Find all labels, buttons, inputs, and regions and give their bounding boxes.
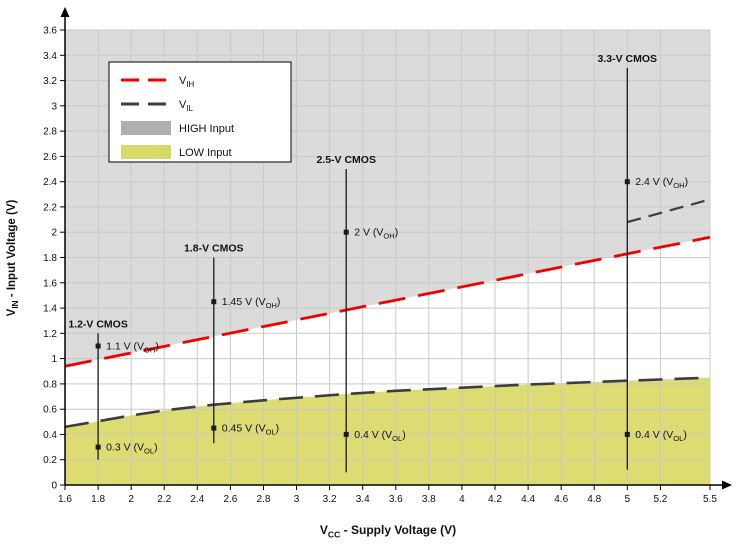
x-tick-label: 4.4 bbox=[521, 494, 535, 505]
vih-line bbox=[64, 235, 711, 368]
point-marker bbox=[624, 431, 630, 437]
y-tick-label: 2.8 bbox=[43, 127, 57, 138]
point-marker bbox=[343, 431, 349, 437]
vil-line bbox=[64, 376, 711, 429]
legend-item-high-input: HIGH Input bbox=[121, 121, 234, 135]
tick-marks bbox=[60, 29, 711, 490]
y-tick-label: 0.8 bbox=[43, 379, 57, 390]
threshold-lines bbox=[64, 198, 711, 429]
x-tick-label: 2.8 bbox=[257, 494, 271, 505]
x-tick-labels: 1.6 1.8 2 2.2 2.4 2.6 2.8 3 3.2 3.4 3.6 3.8 4 4.2 4.4 4… bbox=[58, 494, 717, 505]
x-tick-label: 2.6 bbox=[223, 494, 237, 505]
x-tick-label: 5 bbox=[625, 494, 631, 505]
x-tick-label: 2.2 bbox=[157, 494, 171, 505]
y-tick-label: 0.2 bbox=[43, 455, 57, 466]
point-label: 1.1 V (VOH) bbox=[106, 341, 159, 355]
x-tick-label: 4 bbox=[459, 494, 465, 505]
device-label: 3.3-V CMOS bbox=[598, 53, 658, 65]
x-tick-label: 1.8 bbox=[91, 494, 105, 505]
y-tick-label: 3.4 bbox=[43, 51, 57, 62]
x-tick-label: 4.8 bbox=[587, 494, 601, 505]
x-tick-label: 3.8 bbox=[422, 494, 436, 505]
x-tick-label: 5.2 bbox=[653, 494, 667, 505]
y-tick-label: 1.6 bbox=[43, 278, 57, 289]
point-marker bbox=[95, 444, 101, 450]
point-label: 0.4 V (VOL) bbox=[354, 429, 406, 443]
point-marker bbox=[95, 343, 101, 349]
y-tick-label: 0.4 bbox=[43, 430, 57, 441]
point-marker bbox=[624, 179, 630, 185]
y-tick-label: 3.6 bbox=[43, 26, 57, 37]
device-3-3-v-cmos: 3.3-V CMOS 2.4 V (VOH) 0.4 V (VOL) bbox=[598, 53, 688, 470]
device-annotations: 1.2-V CMOS 1.1 V (VOH) 0.3 V (VOL) 1.8-V CM… bbox=[68, 53, 688, 473]
x-tick-label: 2.4 bbox=[190, 494, 204, 505]
y-tick-label: 2 bbox=[51, 228, 57, 239]
y-tick-label: 1.8 bbox=[43, 253, 57, 264]
x-tick-label: 3.4 bbox=[356, 494, 370, 505]
point-label: 1.45 V (VOH) bbox=[222, 296, 281, 310]
point-marker bbox=[211, 425, 217, 431]
gridlines bbox=[65, 29, 711, 485]
y-tick-label: 3 bbox=[51, 101, 57, 112]
y-tick-label: 1 bbox=[51, 354, 57, 365]
y-tick-label: 0 bbox=[51, 481, 57, 492]
legend-item-low-input: LOW Input bbox=[121, 145, 232, 159]
x-tick-label: 4.6 bbox=[554, 494, 568, 505]
point-label: 2 V (VOH) bbox=[354, 227, 398, 241]
legend: VIH VIL HIGH Input LOW Input bbox=[108, 61, 292, 163]
legend-fill-swatch bbox=[121, 121, 171, 135]
device-2-5-v-cmos: 2.5-V CMOS 2 V (VOH) 0.4 V (VOL) bbox=[316, 154, 406, 473]
y-axis-title: VIN - Input Voltage (V) bbox=[6, 199, 20, 316]
device-1-2-v-cmos: 1.2-V CMOS 1.1 V (VOH) 0.3 V (VOL) bbox=[68, 318, 159, 460]
legend-label: VIL bbox=[179, 99, 194, 113]
point-marker bbox=[343, 229, 349, 235]
axes bbox=[64, 16, 724, 486]
x-tick-label: 3.2 bbox=[323, 494, 337, 505]
device-label: 2.5-V CMOS bbox=[316, 154, 376, 166]
y-tick-label: 2.2 bbox=[43, 202, 57, 213]
point-label: 0.45 V (VOL) bbox=[222, 423, 279, 437]
x-tick-label: 1.6 bbox=[58, 494, 72, 505]
device-label: 1.8-V CMOS bbox=[184, 243, 244, 255]
device-1-8-v-cmos: 1.8-V CMOS 1.45 V (VOH) 0.45 V (VOL) bbox=[184, 243, 280, 444]
y-axis-arrow bbox=[60, 7, 70, 17]
y-tick-label: 2.6 bbox=[43, 152, 57, 163]
x-tick-label: 5.5 bbox=[703, 494, 717, 505]
point-label: 0.4 V (VOL) bbox=[635, 429, 687, 443]
x-tick-label: 2 bbox=[128, 494, 134, 505]
device-label: 1.2-V CMOS bbox=[68, 318, 128, 330]
legend-item-v-ih-: VIH bbox=[121, 75, 195, 89]
point-label: 0.3 V (VOL) bbox=[106, 442, 158, 456]
x-tick-label: 3 bbox=[294, 494, 300, 505]
point-label: 2.4 V (VOH) bbox=[635, 176, 688, 190]
point-marker bbox=[211, 299, 217, 305]
y-tick-label: 1.4 bbox=[43, 304, 57, 315]
x-tick-label: 3.6 bbox=[389, 494, 403, 505]
legend-label: VIH bbox=[179, 75, 195, 89]
y-tick-labels: 0 0.2 0.4 0.6 0.8 1 1.2 1.4 1.6 1.8 2 2.2 2.4 2.6 2.8 3… bbox=[43, 26, 57, 492]
y-tick-label: 1.2 bbox=[43, 329, 57, 340]
y-tick-label: 0.6 bbox=[43, 405, 57, 416]
legend-fill-swatch bbox=[121, 145, 171, 159]
upper-right-dashed-segment bbox=[627, 198, 711, 224]
x-tick-label: 4.2 bbox=[488, 494, 502, 505]
x-axis-arrow bbox=[722, 480, 732, 490]
legend-label: LOW Input bbox=[179, 147, 232, 159]
y-tick-label: 3.2 bbox=[43, 76, 57, 87]
y-tick-label: 2.4 bbox=[43, 177, 57, 188]
legend-label: HIGH Input bbox=[179, 123, 234, 135]
x-axis-title: VCC - Supply Voltage (V) bbox=[320, 523, 456, 539]
legend-item-v-il-: VIL bbox=[121, 99, 194, 113]
